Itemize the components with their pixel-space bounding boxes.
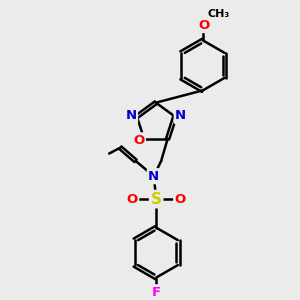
Text: O: O xyxy=(126,193,138,206)
Text: S: S xyxy=(151,192,162,207)
Text: O: O xyxy=(175,193,186,206)
Text: O: O xyxy=(133,134,145,147)
Text: N: N xyxy=(175,110,186,122)
Text: N: N xyxy=(148,170,159,183)
Text: CH₃: CH₃ xyxy=(208,9,230,19)
Text: O: O xyxy=(199,19,210,32)
Text: N: N xyxy=(125,110,136,122)
Text: F: F xyxy=(152,286,161,299)
